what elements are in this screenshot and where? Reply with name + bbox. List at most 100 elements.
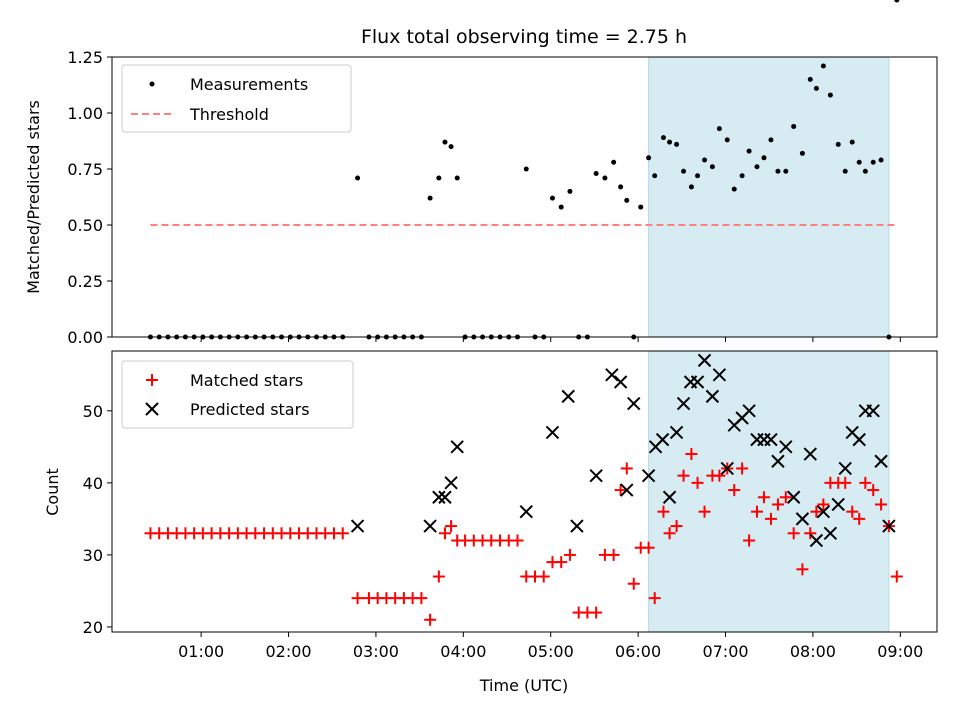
matched-stars-point (642, 541, 655, 554)
matched-stars-point (657, 505, 670, 518)
predicted-stars-point (432, 490, 446, 504)
measurement-point (739, 173, 745, 179)
predicted-stars-point (676, 396, 691, 411)
measurement-point (667, 139, 673, 145)
predicted-stars-point (712, 368, 727, 382)
measurement-point (807, 76, 813, 82)
predicted-stars-point (423, 519, 437, 533)
x-tick-label: 03:00 (353, 642, 399, 661)
matched-stars-point (537, 570, 550, 583)
matched-stars-point (779, 491, 792, 504)
predicted-stars-point (874, 454, 888, 468)
matched-stars-point (787, 527, 800, 540)
predicted-stars-point (620, 483, 634, 497)
predicted-stars-point (809, 533, 824, 548)
measurement-point (681, 168, 687, 174)
matched-stars-point (432, 570, 445, 583)
measurement-point (448, 144, 454, 150)
measurement-point (646, 155, 652, 161)
predicted-stars-point (697, 353, 712, 368)
measurement-point (791, 123, 797, 129)
measurement-point (638, 204, 644, 210)
count-y-axis-label: Count (43, 468, 62, 516)
measurement-point (878, 157, 884, 163)
measurement-point (688, 184, 694, 190)
matched-stars-point (415, 592, 428, 605)
ratio-y-axis-label: Matched/Predicted stars (24, 100, 43, 294)
matched-stars-point (810, 505, 823, 518)
predicted-stars-point (627, 396, 641, 411)
measurement-point (754, 164, 760, 170)
matched-stars-point (839, 476, 852, 489)
predicted-stars-point (852, 432, 866, 447)
predicted-stars-point (882, 519, 896, 533)
predicted-stars-point (655, 432, 670, 447)
matched-stars-point (563, 548, 576, 561)
count-legend: Matched stars Predicted stars (121, 360, 354, 429)
ratio-legend: Measurements Threshold (121, 64, 352, 133)
measurement-point (602, 175, 608, 181)
x-tick-label: 02:00 (265, 642, 311, 661)
count-legend-box (121, 360, 354, 429)
y-tick-label: 0.50 (67, 216, 103, 235)
measurement-point (436, 175, 442, 181)
y-tick-label: 20 (83, 618, 103, 637)
predicted-stars-point (561, 389, 575, 404)
measurement-point (842, 168, 848, 174)
predicted-stars-point (438, 490, 452, 504)
matched-stars-point (648, 592, 661, 605)
matched-stars-point (445, 520, 458, 533)
predicted-stars-point (669, 425, 684, 440)
legend-threshold-label: Threshold (189, 105, 269, 124)
measurement-point (768, 137, 774, 143)
matched-stars-point (698, 505, 711, 518)
measurement-point (827, 92, 833, 98)
predicted-stars-point (662, 490, 677, 504)
matched-stars-point (351, 592, 364, 605)
count-panel: 20 30 40 50 01:00 02:00 03:00 04:00 05:00 06:00 0… (43, 350, 938, 695)
measurement-point (799, 150, 805, 156)
predicted-stars-point (816, 504, 831, 519)
measurement-point (442, 139, 448, 145)
observing-window-span (648, 350, 890, 633)
measurement-point (427, 195, 433, 201)
matched-stars-point (424, 613, 437, 626)
measurement-point (731, 186, 737, 192)
matched-stars-point (555, 556, 568, 569)
predicted-stars-point (786, 490, 801, 504)
matched-stars-point (685, 448, 698, 461)
measurement-point (856, 159, 862, 165)
measurement-point (624, 197, 630, 203)
predicted-stars-point (771, 454, 785, 468)
measurement-point (567, 188, 573, 194)
measurement-point (549, 195, 555, 201)
predicted-stars-point (690, 375, 705, 389)
matched-stars-point (627, 577, 640, 590)
legend-predicted-marker (145, 402, 159, 416)
predicted-stars-point (823, 526, 838, 540)
matched-stars-point (859, 476, 872, 489)
predicted-stars-point (641, 468, 656, 483)
matched-stars-point (757, 491, 770, 504)
measurement-point (716, 126, 722, 132)
measurement-point (775, 168, 781, 174)
x-tick-label: 06:00 (615, 642, 661, 661)
matched-stars-point (846, 505, 859, 518)
predicted-stars-point (589, 468, 603, 483)
x-tick-label: 07:00 (702, 642, 748, 661)
ratio-legend-box (121, 64, 352, 133)
measurement-point (862, 168, 868, 174)
measurement-point (849, 139, 855, 145)
predicted-stars-point (838, 461, 852, 476)
predicted-stars-point (613, 375, 628, 389)
legend-measurements-label: Measurements (190, 75, 308, 94)
measurement-point (652, 173, 658, 179)
measurement-point (611, 159, 617, 165)
measurement-point (783, 168, 789, 174)
predicted-stars-point (519, 504, 533, 519)
matched-stars-point (796, 563, 809, 576)
matched-stars-point (438, 527, 451, 540)
x-tick-label: 04:00 (440, 642, 486, 661)
measurement-point (695, 173, 701, 179)
predicted-stars-point (570, 519, 584, 533)
